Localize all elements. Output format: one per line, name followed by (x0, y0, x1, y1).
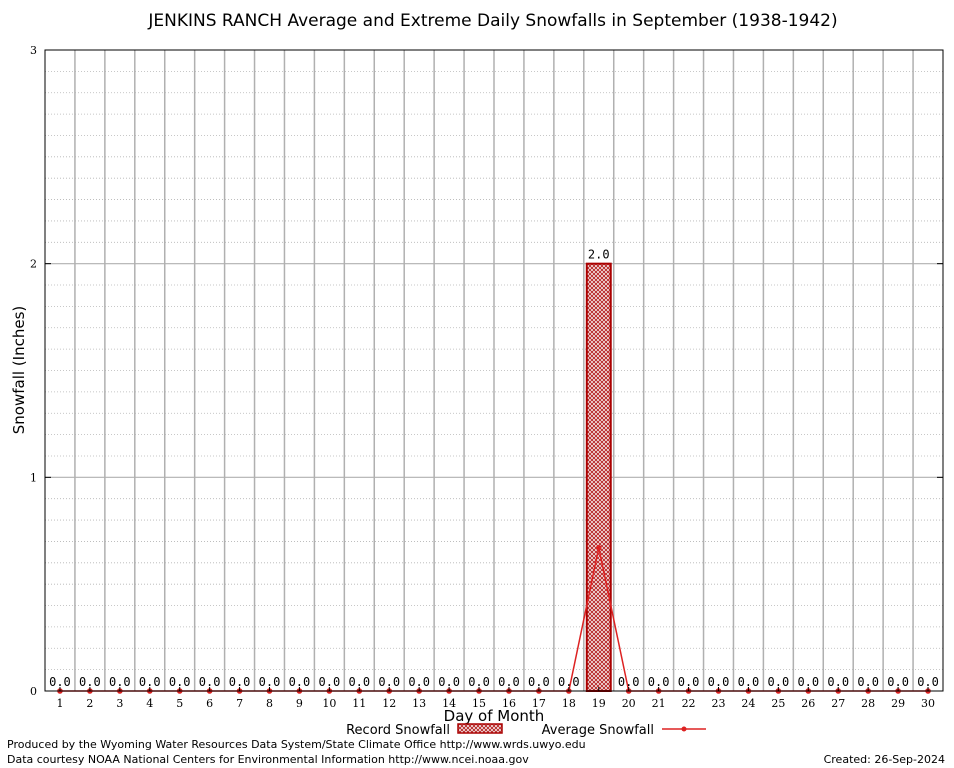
value-label: 0.0 (259, 675, 281, 689)
value-label: 0.0 (857, 675, 879, 689)
x-tick-label: 4 (146, 697, 153, 710)
value-label: 0.0 (139, 675, 161, 689)
x-tick-label: 9 (296, 697, 303, 710)
value-label: 0.0 (827, 675, 849, 689)
value-label: 0.0 (528, 675, 550, 689)
x-tick-label: 26 (801, 697, 815, 710)
legend-record-label: Record Snowfall (346, 723, 450, 738)
value-label: 0.0 (558, 675, 580, 689)
plot-frame (44, 49, 944, 692)
x-tick-label: 27 (831, 697, 845, 710)
x-tick-label: 5 (176, 697, 183, 710)
value-label: 0.0 (319, 675, 341, 689)
y-axis-label: Snowfall (Inches) (10, 306, 28, 434)
value-label: 0.0 (49, 675, 71, 689)
x-tick-label: 14 (442, 697, 456, 710)
y-tick-label: 0 (30, 685, 37, 698)
value-label: 0.0 (169, 675, 191, 689)
y-tick-label: 1 (30, 471, 37, 484)
value-label: 0.0 (708, 675, 730, 689)
value-label: 0.0 (438, 675, 460, 689)
legend-average-marker (681, 726, 687, 732)
x-tick-label: 29 (891, 697, 905, 710)
x-tick-label: 11 (352, 697, 366, 710)
x-tick-label: 1 (56, 697, 63, 710)
chart-title: JENKINS RANCH Average and Extreme Daily … (147, 11, 837, 31)
value-label: 0.0 (768, 675, 790, 689)
y-tick-label: 3 (30, 44, 37, 57)
value-label: 2.0 (588, 248, 610, 262)
value-label: 0.0 (378, 675, 400, 689)
x-tick-label: 3 (116, 697, 123, 710)
footer-courtesy: Data courtesy NOAA National Centers for … (7, 753, 529, 766)
x-tick-label: 16 (502, 697, 516, 710)
x-tick-label: 8 (266, 697, 273, 710)
x-tick-label: 25 (771, 697, 785, 710)
value-label: 0.0 (797, 675, 819, 689)
x-tick-labels: 1 2 3 4 5 6 7 8 9 10 11 12 13 14 15 16 17 18 19 20 21 22 23 24 2… (56, 687, 935, 710)
x-tick-label: 20 (622, 697, 636, 710)
x-tick-label: 10 (322, 697, 336, 710)
x-tick-label: 30 (921, 697, 935, 710)
value-label: 0.0 (408, 675, 430, 689)
y-tick-label: 2 (30, 258, 37, 271)
x-axis-label: Day of Month (444, 707, 545, 725)
x-tick-label: 22 (682, 697, 696, 710)
x-tick-label: 12 (382, 697, 396, 710)
record-bar (585, 262, 612, 692)
value-label: 0.0 (348, 675, 370, 689)
value-label: 0.0 (229, 675, 251, 689)
value-label: 0.0 (199, 675, 221, 689)
legend-average-label: Average Snowfall (542, 723, 654, 738)
legend-record-swatch (457, 723, 503, 734)
x-tick-label: 24 (741, 697, 755, 710)
value-label: 0.0 (468, 675, 490, 689)
value-label: 0.0 (109, 675, 131, 689)
x-tick-label: 17 (532, 697, 546, 710)
value-label: 0.0 (648, 675, 670, 689)
grid (45, 50, 943, 691)
value-label: 0.0 (289, 675, 311, 689)
x-tick-label: 28 (861, 697, 875, 710)
footer-created: Created: 26-Sep-2024 (824, 753, 945, 766)
footer-produced-by: Produced by the Wyoming Water Resources … (7, 738, 586, 751)
x-tick-label: 2 (86, 697, 93, 710)
bars (585, 262, 612, 692)
x-tick-label: 6 (206, 697, 213, 710)
x-tick-label: 7 (236, 697, 243, 710)
value-label: 0.0 (887, 675, 909, 689)
x-tick-label: 23 (712, 697, 726, 710)
value-label: 0.0 (917, 675, 939, 689)
x-tick-label: 19 (592, 697, 606, 710)
x-tick-label: 18 (562, 697, 576, 710)
value-labels: 0.0 0.0 0.0 0.0 0.0 0.0 0.0 0.0 0.0 0.0 0.0 0.0 0.0 0… (49, 248, 939, 689)
x-tick-label: 21 (652, 697, 666, 710)
value-label: 0.0 (79, 675, 101, 689)
legend: Record Snowfall Average Snowfall (346, 723, 706, 738)
x-tick-label: 15 (472, 697, 486, 710)
average-point (595, 545, 602, 551)
value-label: 0.0 (678, 675, 700, 689)
value-label: 0.0 (618, 675, 640, 689)
value-label: 0.0 (498, 675, 520, 689)
y-tick-labels: 0 1 2 3 (30, 44, 943, 698)
x-tick-label: 13 (412, 697, 426, 710)
value-label: 0.0 (738, 675, 760, 689)
